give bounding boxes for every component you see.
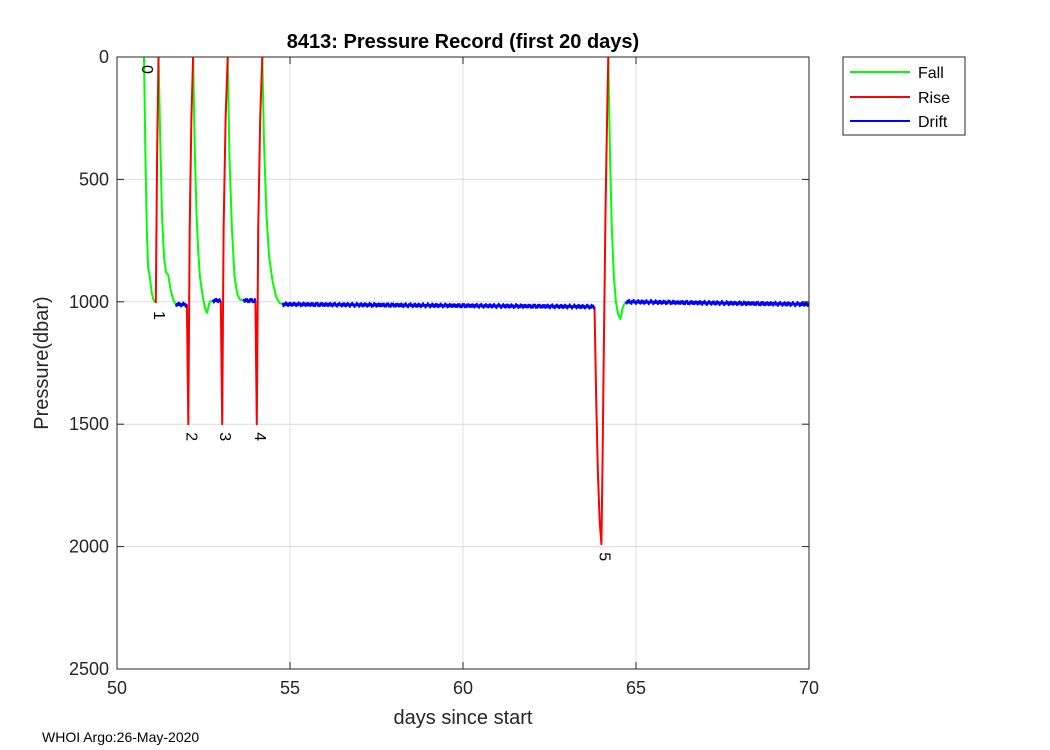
legend-rise-label: Rise bbox=[918, 90, 950, 107]
cycle-label: 5 bbox=[595, 552, 612, 561]
series-drift-line bbox=[281, 301, 596, 310]
x-tick-label: 65 bbox=[626, 678, 646, 698]
series-fall-line bbox=[192, 56, 213, 314]
y-tick-label: 2000 bbox=[69, 537, 109, 557]
legend-fall-label: Fall bbox=[918, 65, 944, 82]
footer-credit: WHOI Argo:26-May-2020 bbox=[42, 729, 199, 745]
y-tick-label: 1500 bbox=[69, 414, 109, 434]
series-drift-line bbox=[624, 298, 810, 308]
series-rise-line bbox=[254, 56, 264, 426]
y-axis-label: Pressure(dbar) bbox=[31, 296, 53, 429]
cycle-labels: 0 1 2 3 4 5 bbox=[138, 65, 612, 561]
y-tick-label: 2500 bbox=[69, 659, 109, 679]
series-rise-line bbox=[185, 56, 195, 426]
cycle-label: 4 bbox=[251, 432, 268, 441]
x-tick-label: 60 bbox=[453, 678, 473, 698]
y-tick-label: 0 bbox=[99, 47, 109, 67]
cycle-label: 3 bbox=[216, 432, 233, 441]
y-tick-label: 1000 bbox=[69, 292, 109, 312]
x-axis-label: days since start bbox=[394, 707, 533, 729]
chart-title: 8413: Pressure Record (first 20 days) bbox=[287, 31, 639, 53]
legend-drift-label: Drift bbox=[918, 114, 948, 131]
y-tick-label: 500 bbox=[79, 169, 109, 189]
x-tick-label: 55 bbox=[280, 678, 300, 698]
x-tick-label: 70 bbox=[799, 678, 819, 698]
series-fall-line bbox=[607, 56, 627, 320]
cycle-label: 2 bbox=[182, 432, 199, 441]
series-rise-line bbox=[219, 56, 229, 426]
series-rise-line bbox=[593, 56, 610, 546]
series-fall-line bbox=[226, 56, 244, 302]
x-tick-label: 50 bbox=[107, 678, 127, 698]
series-fall-line bbox=[261, 56, 283, 306]
series-drift-line bbox=[174, 301, 188, 308]
series-drift-line bbox=[211, 297, 222, 304]
series-drift-line bbox=[242, 297, 257, 304]
cycle-label: 0 bbox=[138, 65, 155, 74]
series-fall-line bbox=[143, 56, 157, 304]
data-series bbox=[143, 56, 810, 546]
series-rise-line bbox=[154, 56, 160, 304]
series-fall-line bbox=[157, 56, 177, 305]
legend: Fall Rise Drift bbox=[842, 56, 966, 136]
cycle-label: 1 bbox=[150, 311, 167, 320]
